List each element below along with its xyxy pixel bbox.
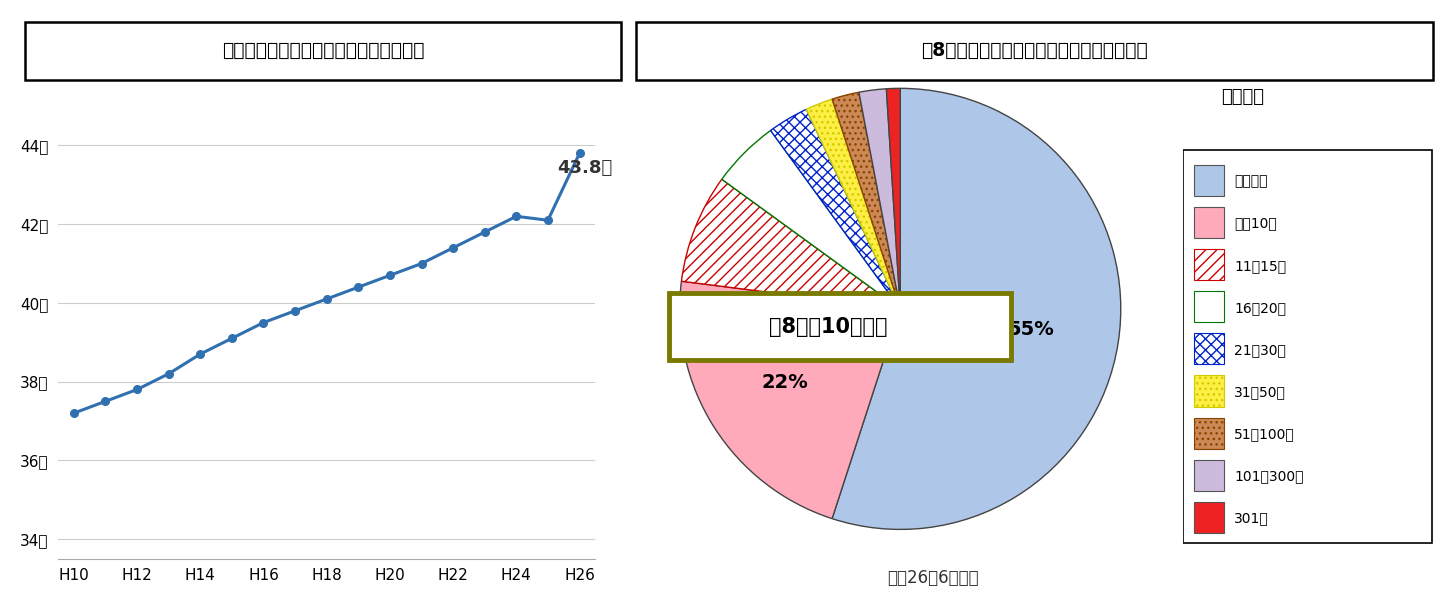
Wedge shape bbox=[832, 88, 1121, 529]
Bar bbox=[1194, 460, 1224, 491]
Text: 55%: 55% bbox=[1008, 320, 1054, 339]
Wedge shape bbox=[722, 130, 900, 309]
Bar bbox=[1194, 375, 1224, 406]
FancyBboxPatch shape bbox=[25, 21, 621, 80]
Text: 301～: 301～ bbox=[1234, 511, 1269, 526]
Wedge shape bbox=[832, 92, 900, 309]
Text: 31～50人: 31～50人 bbox=[1234, 385, 1286, 399]
Text: 22%: 22% bbox=[761, 373, 809, 392]
Text: 16～20人: 16～20人 bbox=[1234, 301, 1286, 315]
Text: 整備要員の平均年齢は上昇傾向にある。: 整備要員の平均年齢は上昇傾向にある。 bbox=[222, 41, 424, 60]
Text: 従業員数: 従業員数 bbox=[1221, 88, 1265, 106]
Bar bbox=[1194, 418, 1224, 449]
Text: ６～10人: ６～10人 bbox=[1234, 217, 1276, 231]
FancyBboxPatch shape bbox=[669, 293, 1011, 360]
Bar bbox=[1194, 333, 1224, 364]
Text: 平成26年6月現在: 平成26年6月現在 bbox=[887, 569, 979, 587]
Wedge shape bbox=[771, 109, 900, 309]
Wedge shape bbox=[886, 88, 900, 309]
Text: ２～５人: ２～５人 bbox=[1234, 174, 1268, 188]
Text: 約8割が10人以下: 約8割が10人以下 bbox=[770, 317, 887, 336]
Text: 43.8歳: 43.8歳 bbox=[558, 159, 613, 177]
Text: 51～100人: 51～100人 bbox=[1234, 427, 1295, 441]
Bar bbox=[1194, 249, 1224, 280]
Bar bbox=[1194, 502, 1224, 533]
Text: 21～30人: 21～30人 bbox=[1234, 343, 1286, 357]
Wedge shape bbox=[806, 99, 900, 309]
Text: 約8割が従業員１０人以下の中小零細企業。: 約8割が従業員１０人以下の中小零細企業。 bbox=[921, 41, 1149, 60]
Wedge shape bbox=[681, 179, 900, 309]
FancyBboxPatch shape bbox=[1183, 150, 1433, 543]
Text: 101～300人: 101～300人 bbox=[1234, 470, 1304, 483]
Bar bbox=[1194, 165, 1224, 196]
Text: 11～15人: 11～15人 bbox=[1234, 258, 1286, 273]
Wedge shape bbox=[680, 281, 900, 519]
FancyBboxPatch shape bbox=[636, 21, 1433, 80]
Wedge shape bbox=[860, 89, 900, 309]
Bar bbox=[1194, 291, 1224, 322]
Bar bbox=[1194, 207, 1224, 238]
